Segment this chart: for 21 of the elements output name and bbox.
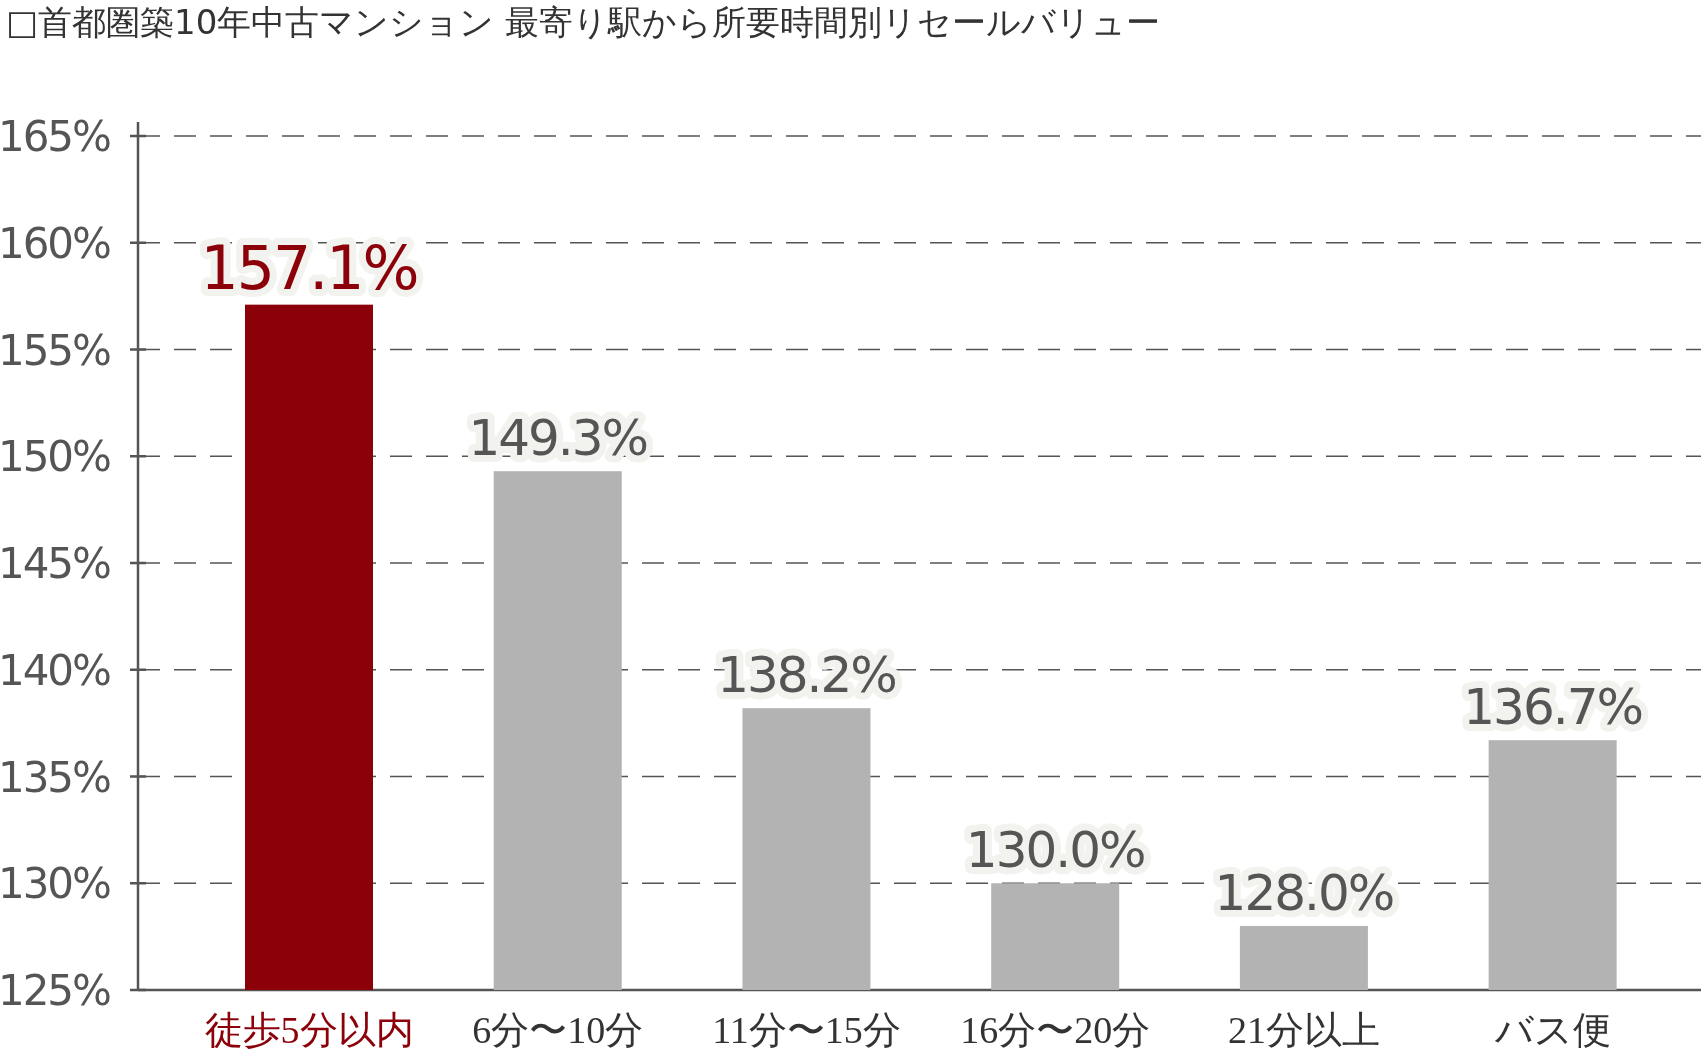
data-label: 138.2% xyxy=(717,646,896,705)
data-label: 157.1% xyxy=(200,232,418,303)
y-tick-label: 145% xyxy=(0,539,111,588)
chart-title: □首都圏築10年中古マンション 最寄り駅から所要時間別リセールバリュー xyxy=(6,2,1161,42)
data-label: 149.3% xyxy=(468,409,648,468)
x-tick-label: 11分〜15分 xyxy=(712,1009,901,1051)
x-tick-label: 21分以上 xyxy=(1227,1009,1380,1051)
x-tick-label: バス便 xyxy=(1493,1009,1611,1051)
x-tick-label: 16分〜20分 xyxy=(960,1009,1151,1051)
y-tick-label: 130% xyxy=(0,859,111,909)
y-tick-label: 125% xyxy=(0,966,111,1015)
y-tick-label: 165% xyxy=(0,112,111,161)
data-label: 136.7% xyxy=(1463,678,1642,737)
y-tick-label: 135% xyxy=(0,752,111,802)
y-tick-label: 160% xyxy=(0,218,111,268)
y-tick-label: 155% xyxy=(0,325,111,375)
x-tick-label: 徒歩5分以内 xyxy=(204,1009,414,1051)
y-tick-label: 140% xyxy=(0,645,111,695)
x-tick-label: 6分〜10分 xyxy=(472,1009,644,1051)
y-tick-label: 150% xyxy=(0,432,111,482)
data-label: 130.0% xyxy=(965,821,1145,880)
